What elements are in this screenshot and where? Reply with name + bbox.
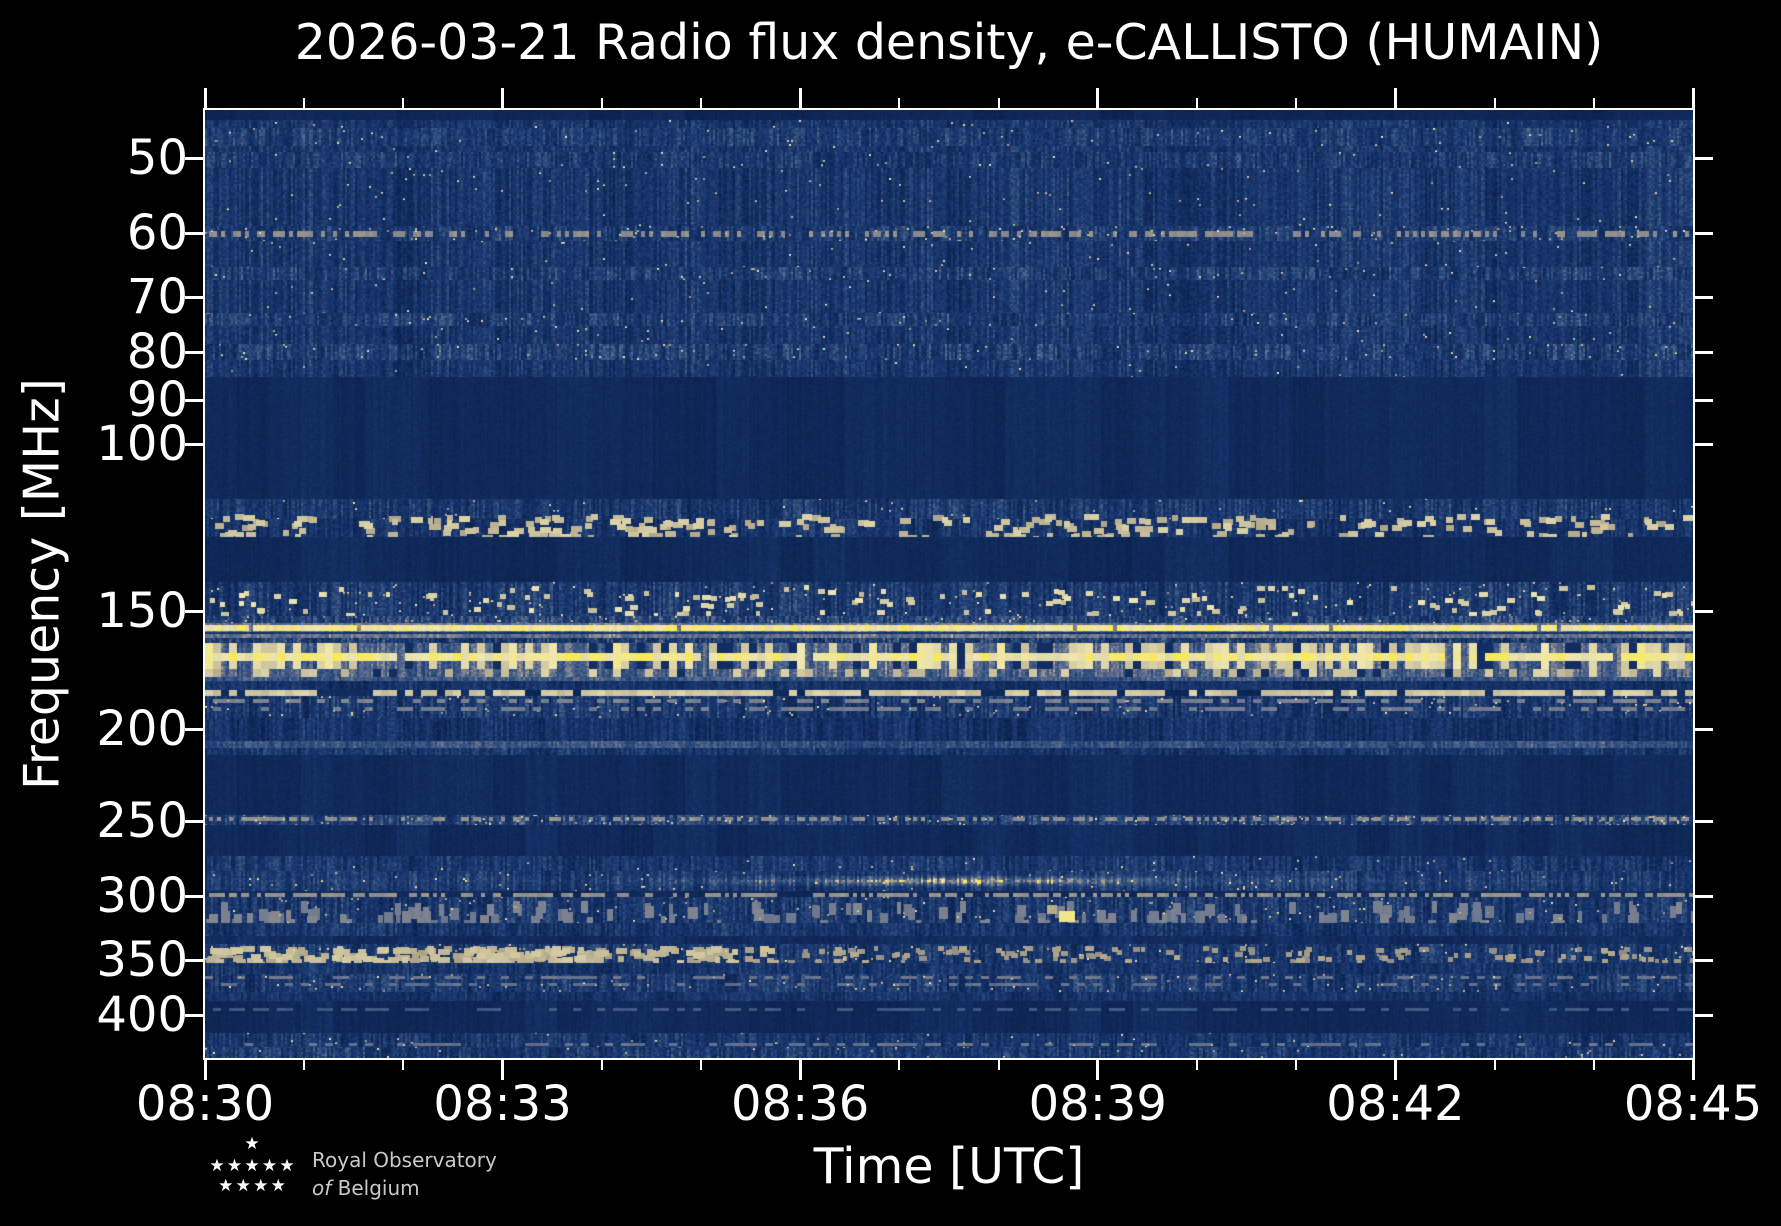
tick-mark [1693,231,1713,235]
rob-logo-text: Royal Observatory of Belgium [312,1146,497,1202]
tick-mark [1693,958,1713,962]
star-icon: ★ [261,1156,278,1176]
star-icon: ★ [244,1134,260,1154]
y-tick-label: 70 [126,269,188,325]
tick-mark [1393,1058,1397,1080]
tick-mark [1693,727,1713,731]
tick-mark [1693,442,1713,446]
tick-mark [1493,1058,1496,1070]
star-icon: ★ [209,1156,225,1176]
tick-mark [402,1058,405,1070]
y-tick-label: 300 [96,868,188,924]
tick-mark [997,98,1000,110]
page-title: 2026-03-21 Radio flux density, e-CALLIST… [294,14,1604,71]
x-tick-label: 08:30 [135,1076,275,1132]
x-tick-label: 08:33 [433,1076,572,1132]
tick-mark [1592,1058,1595,1070]
y-tick-label: 400 [96,987,188,1043]
star-icon: ★ [253,1176,269,1196]
y-tick-label: 50 [126,130,188,186]
tick-mark [185,609,205,613]
spectrogram-heatmap [205,110,1693,1058]
star-icon: ★ [279,1156,295,1176]
y-tick-label: 200 [96,701,188,757]
tick-mark [997,1058,1000,1070]
tick-mark [1096,88,1100,110]
x-axis-label: Time [UTC] [813,1138,1085,1195]
tick-mark [1693,609,1713,613]
tick-mark [303,1058,306,1070]
y-tick-label: 350 [96,932,188,988]
tick-mark [1693,819,1713,823]
star-icon: ★ [218,1176,234,1196]
tick-mark [185,1013,205,1017]
y-tick-label: 80 [126,324,188,380]
star-icon: ★ [270,1176,286,1196]
tick-mark [1691,1058,1695,1080]
tick-mark [898,1058,901,1070]
tick-mark [1196,98,1198,110]
tick-mark [185,894,205,898]
y-tick-label: 100 [96,416,188,472]
tick-mark [185,231,205,235]
tick-mark [1295,1058,1298,1070]
star-icon: ★ [244,1156,260,1176]
tick-mark [600,98,603,110]
tick-mark [185,819,205,823]
tick-mark [1693,156,1713,160]
x-tick-label: 08:39 [1028,1076,1167,1132]
tick-mark [1691,88,1695,110]
tick-mark [1693,1013,1713,1017]
tick-mark [1693,398,1713,402]
tick-mark [402,98,405,110]
tick-mark [185,727,205,731]
tick-mark [700,1058,702,1070]
tick-mark [798,1058,802,1080]
rob-logo-line2: of Belgium [312,1176,420,1200]
tick-mark [185,350,205,354]
tick-mark [303,98,306,110]
tick-mark [1196,1058,1198,1070]
x-tick-label: 08:45 [1623,1076,1763,1132]
tick-mark [1295,98,1298,110]
tick-mark [203,88,207,110]
tick-mark [185,156,205,160]
tick-mark [1493,98,1496,110]
tick-mark [1393,88,1397,110]
tick-mark [1693,894,1713,898]
tick-mark [1592,98,1595,110]
tick-mark [501,88,505,110]
tick-mark [501,1058,505,1080]
tick-mark [1693,350,1713,354]
tick-mark [203,1058,207,1080]
tick-mark [700,98,702,110]
y-tick-label: 60 [126,205,188,261]
tick-mark [898,98,901,110]
x-tick-label: 08:42 [1326,1076,1465,1132]
tick-mark [1096,1058,1100,1080]
tick-mark [185,958,205,962]
y-tick-label: 150 [96,583,188,639]
y-tick-label: 250 [96,793,188,849]
tick-mark [185,442,205,446]
rob-logo-line1: Royal Observatory [312,1148,497,1172]
tick-mark [798,88,802,110]
tick-mark [600,1058,603,1070]
tick-mark [185,398,205,402]
tick-mark [1693,295,1713,299]
x-tick-label: 08:36 [731,1076,870,1132]
star-icon: ★ [226,1156,243,1176]
tick-mark [185,295,205,299]
y-tick-label: 90 [126,372,188,428]
star-icon: ★ [235,1176,251,1196]
